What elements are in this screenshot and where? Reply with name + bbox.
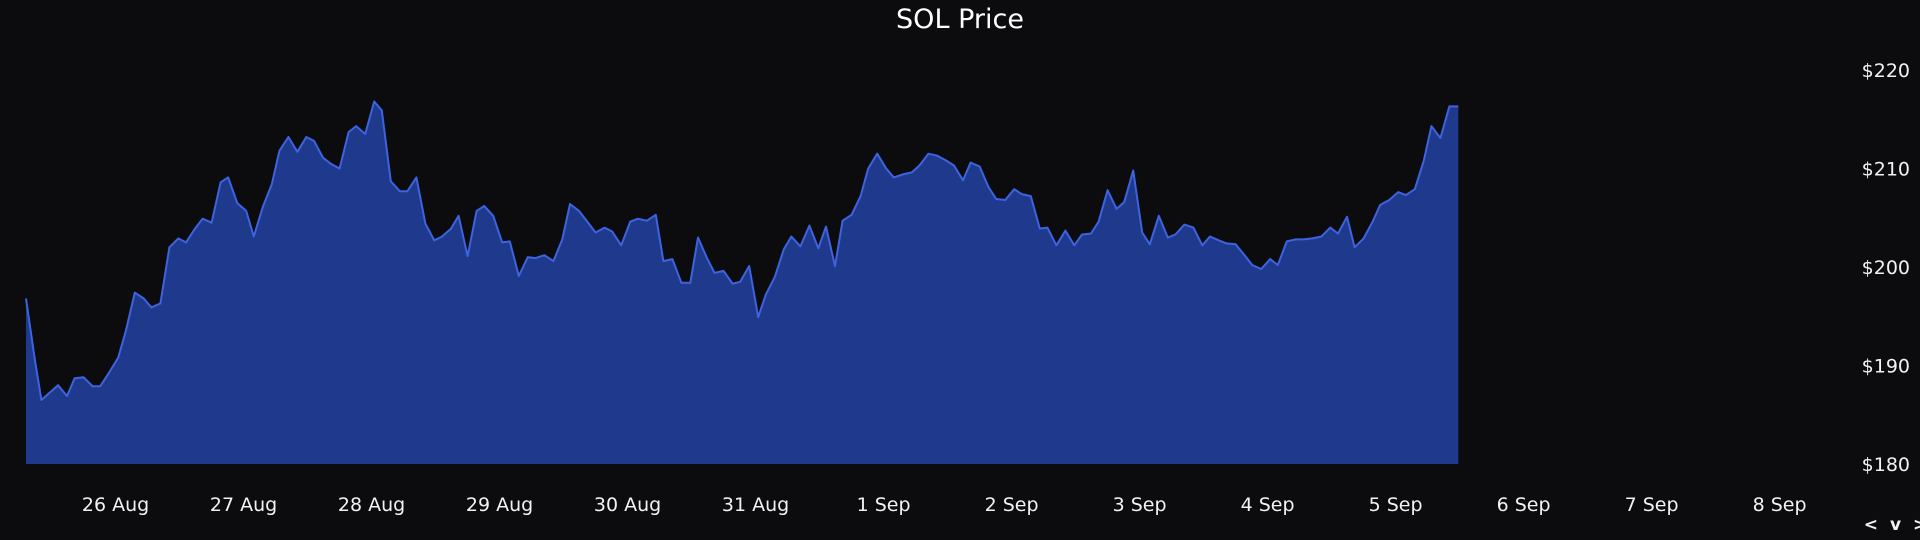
x-tick-label: 2 Sep (985, 494, 1039, 516)
x-tick-label: 6 Sep (1497, 494, 1551, 516)
x-tick-label: 5 Sep (1369, 494, 1423, 516)
chart-title: SOL Price (896, 4, 1024, 35)
x-tick-label: 3 Sep (1113, 494, 1167, 516)
x-tick-label: 27 Aug (210, 494, 277, 516)
x-tick-label: 8 Sep (1753, 494, 1807, 516)
x-axis: 26 Aug 27 Aug 28 Aug 29 Aug 30 Aug 31 Aug 1 Se… (82, 494, 1807, 516)
price-area-fill (26, 101, 1459, 464)
x-tick-label: 4 Sep (1241, 494, 1295, 516)
y-tick-label: $180 (1862, 454, 1910, 476)
x-tick-label: 26 Aug (82, 494, 149, 516)
chart-nav-icons[interactable]: < v > (1864, 515, 1920, 535)
y-tick-label: $220 (1862, 60, 1910, 82)
x-tick-label: 29 Aug (466, 494, 533, 516)
x-tick-label: 7 Sep (1625, 494, 1679, 516)
plot-area (25, 100, 1459, 464)
y-axis: $180 $190 $200 $210 $220 (1862, 60, 1910, 476)
y-tick-label: $190 (1862, 356, 1910, 378)
price-series-line (25, 100, 1459, 401)
x-tick-label: 31 Aug (722, 494, 789, 516)
x-tick-label: 1 Sep (857, 494, 911, 516)
x-tick-label: 28 Aug (338, 494, 405, 516)
x-tick-label: 30 Aug (594, 494, 661, 516)
y-tick-label: $200 (1862, 257, 1910, 279)
y-tick-label: $210 (1862, 159, 1910, 181)
